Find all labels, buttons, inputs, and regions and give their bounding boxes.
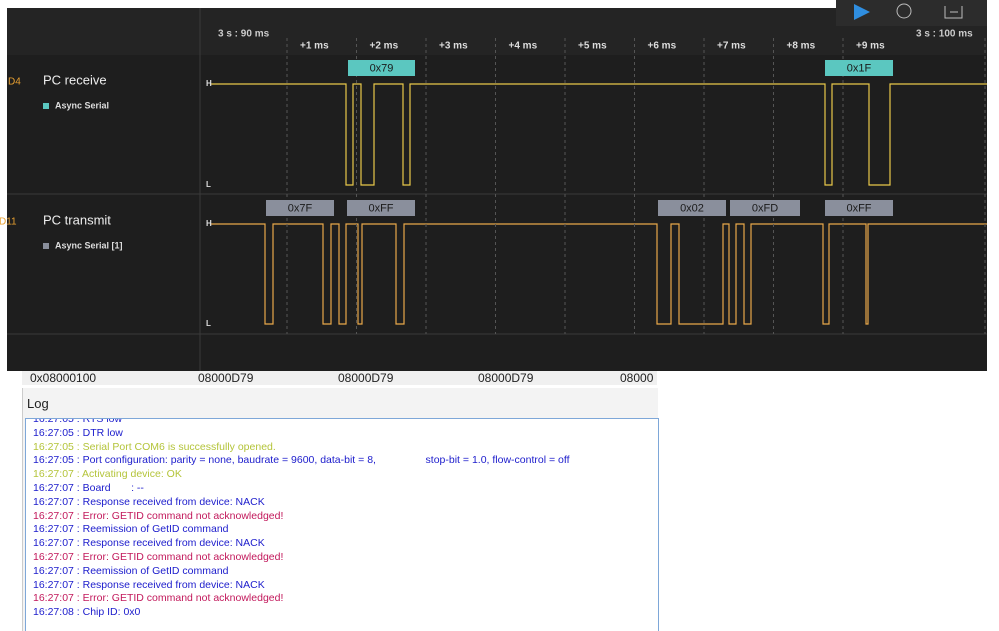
analyzer-name: Async Serial (55, 100, 109, 110)
log-line: 16:27:07 : Error: GETID command not ackn… (33, 550, 284, 563)
log-line: 16:27:07 : Response received from device… (33, 578, 265, 591)
time-tick: +3 ms (439, 41, 468, 52)
analyzer-swatch (43, 103, 49, 109)
log-box: 16:27:05 : RTS low 16:27:05 : DTR low 16:2… (25, 418, 659, 631)
channel-id: D11 (0, 217, 17, 228)
decode-label: 0xFF (846, 202, 871, 214)
time-tick: +6 ms (648, 41, 677, 52)
add-button[interactable] (944, 6, 963, 19)
log-line: 16:27:05 : RTS low (33, 418, 123, 425)
log-lines: 16:27:05 : RTS low 16:27:05 : DTR low 16:2… (33, 418, 570, 620)
decode-box (348, 60, 415, 76)
log-line: 16:27:07 : Response received from device… (33, 495, 265, 508)
memory-cell: 08000D79 (478, 371, 534, 385)
waveform-rx (210, 83, 987, 186)
memory-cell: 08000D79 (338, 371, 394, 385)
analyzer-swatch (43, 243, 49, 249)
decode-box (658, 200, 726, 216)
panel (7, 8, 987, 371)
timeline-end: 3 s : 100 ms (916, 29, 973, 40)
time-tick: +4 ms (509, 41, 538, 52)
logic-analyzer: 3 s : 90 ms 3 s : 100 ms +1 ms +2 ms +3 ms +4… (0, 0, 987, 371)
play-button[interactable] (854, 4, 870, 20)
memory-cell: 08000 (620, 371, 654, 385)
time-tick: +9 ms (856, 41, 885, 52)
time-tick: +5 ms (578, 41, 607, 52)
decode-label: 0x1F (847, 62, 872, 74)
level-high: H (206, 219, 212, 228)
memory-cell: 08000D79 (198, 371, 254, 385)
log-line: 16:27:05 : Serial Port COM6 is successfu… (33, 440, 276, 453)
time-tick: +8 ms (787, 41, 816, 52)
time-tick: +7 ms (717, 41, 746, 52)
log-line: 16:27:05 : DTR low (33, 426, 123, 439)
waveform-tx (210, 223, 987, 325)
memory-cell: 0x08000100 (30, 371, 97, 385)
time-tick: +2 ms (370, 41, 399, 52)
channel-name: PC receive (43, 72, 107, 87)
log-line: 16:27:07 : Board : -- (33, 481, 144, 494)
trigger-button[interactable] (896, 3, 912, 19)
log-title: Log (27, 396, 49, 411)
level-high: H (206, 79, 212, 88)
decode-label: 0x7F (288, 202, 313, 214)
analyzer-name: Async Serial [1] (55, 240, 123, 250)
log-line: 16:27:07 : Response received from device… (33, 537, 265, 550)
decode-box (266, 200, 334, 216)
memory-row: 0x08000100 08000D79 08000D79 08000D79 08000 (22, 371, 657, 385)
log-line: 16:27:08 : Chip ID: 0x0 (33, 606, 141, 619)
log-line: 16:27:07 : Reemission of GetID command (33, 523, 229, 536)
log-line: 16:27:07 : Reemission of GetID command (33, 564, 229, 577)
timeline-bar (7, 8, 987, 55)
log-panel: Log 16:27:05 : RTS low 16:27:05 : DTR low… (22, 388, 659, 631)
level-low: L (206, 180, 211, 189)
decode-label: 0xFF (368, 202, 393, 214)
time-tick: +1 ms (300, 41, 329, 52)
decode-box (825, 60, 893, 76)
decode-box (347, 200, 415, 216)
decode-box (730, 200, 800, 216)
decode-label: 0x79 (370, 62, 394, 74)
channel-id: D4 (8, 77, 21, 88)
log-line: 16:27:07 : Activating device: OK (33, 468, 182, 481)
decode-label: 0xFD (752, 202, 778, 214)
timeline-start: 3 s : 90 ms (218, 29, 270, 40)
log-line: 16:27:07 : Error: GETID command not ackn… (33, 592, 284, 605)
decode-box (825, 200, 893, 216)
channel-name: PC transmit (43, 212, 111, 227)
log-line: 16:27:07 : Error: GETID command not ackn… (33, 509, 284, 522)
log-line: 16:27:05 : Port configuration: parity = … (33, 454, 570, 467)
level-low: L (206, 319, 211, 328)
decode-label: 0x02 (680, 202, 704, 214)
